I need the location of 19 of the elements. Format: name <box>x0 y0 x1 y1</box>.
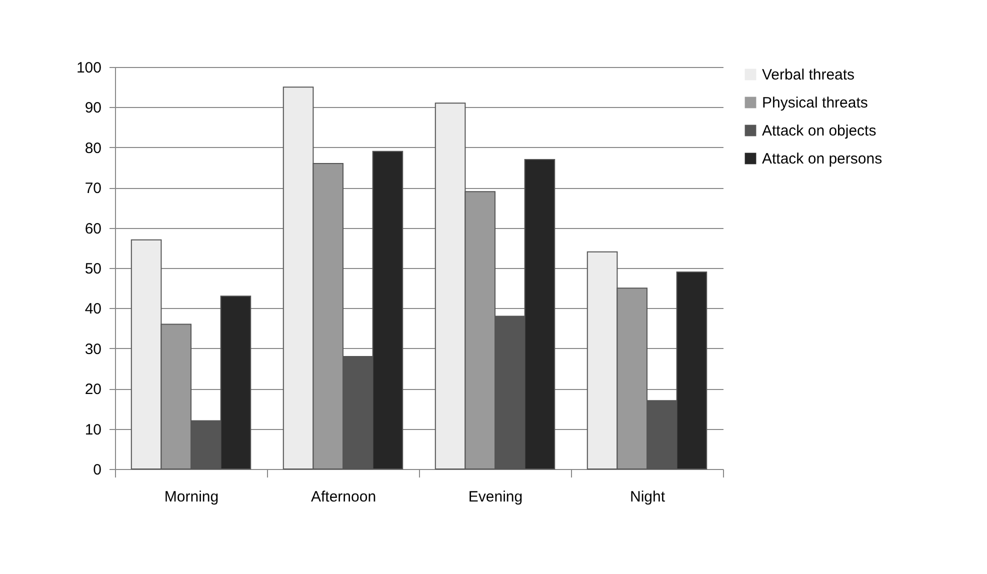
y-tick-label: 30 <box>84 340 102 358</box>
x-tick-label: Evening <box>468 488 523 506</box>
legend-label: Attack on objects <box>762 122 876 140</box>
y-tick-label: 60 <box>84 220 102 238</box>
legend-label: Verbal threats <box>762 66 855 84</box>
x-tick-label: Afternoon <box>310 488 376 506</box>
y-tick-label: 90 <box>84 100 102 117</box>
y-tick-label: 0 <box>93 462 102 478</box>
y-tick-label: 40 <box>84 300 102 318</box>
legend-label: Attack on persons <box>762 150 882 168</box>
x-tick-label: Morning <box>164 488 219 506</box>
x-tick-label: Night <box>630 488 666 506</box>
y-tick-label: 10 <box>84 421 102 438</box>
y-tick-label: 50 <box>84 260 102 278</box>
y-tick-label: 80 <box>84 140 102 157</box>
legend-label: Physical threats <box>762 94 868 112</box>
y-tick-label: 20 <box>84 381 102 398</box>
y-tick-label: 100 <box>76 60 102 76</box>
y-tick-label: 70 <box>84 180 102 198</box>
